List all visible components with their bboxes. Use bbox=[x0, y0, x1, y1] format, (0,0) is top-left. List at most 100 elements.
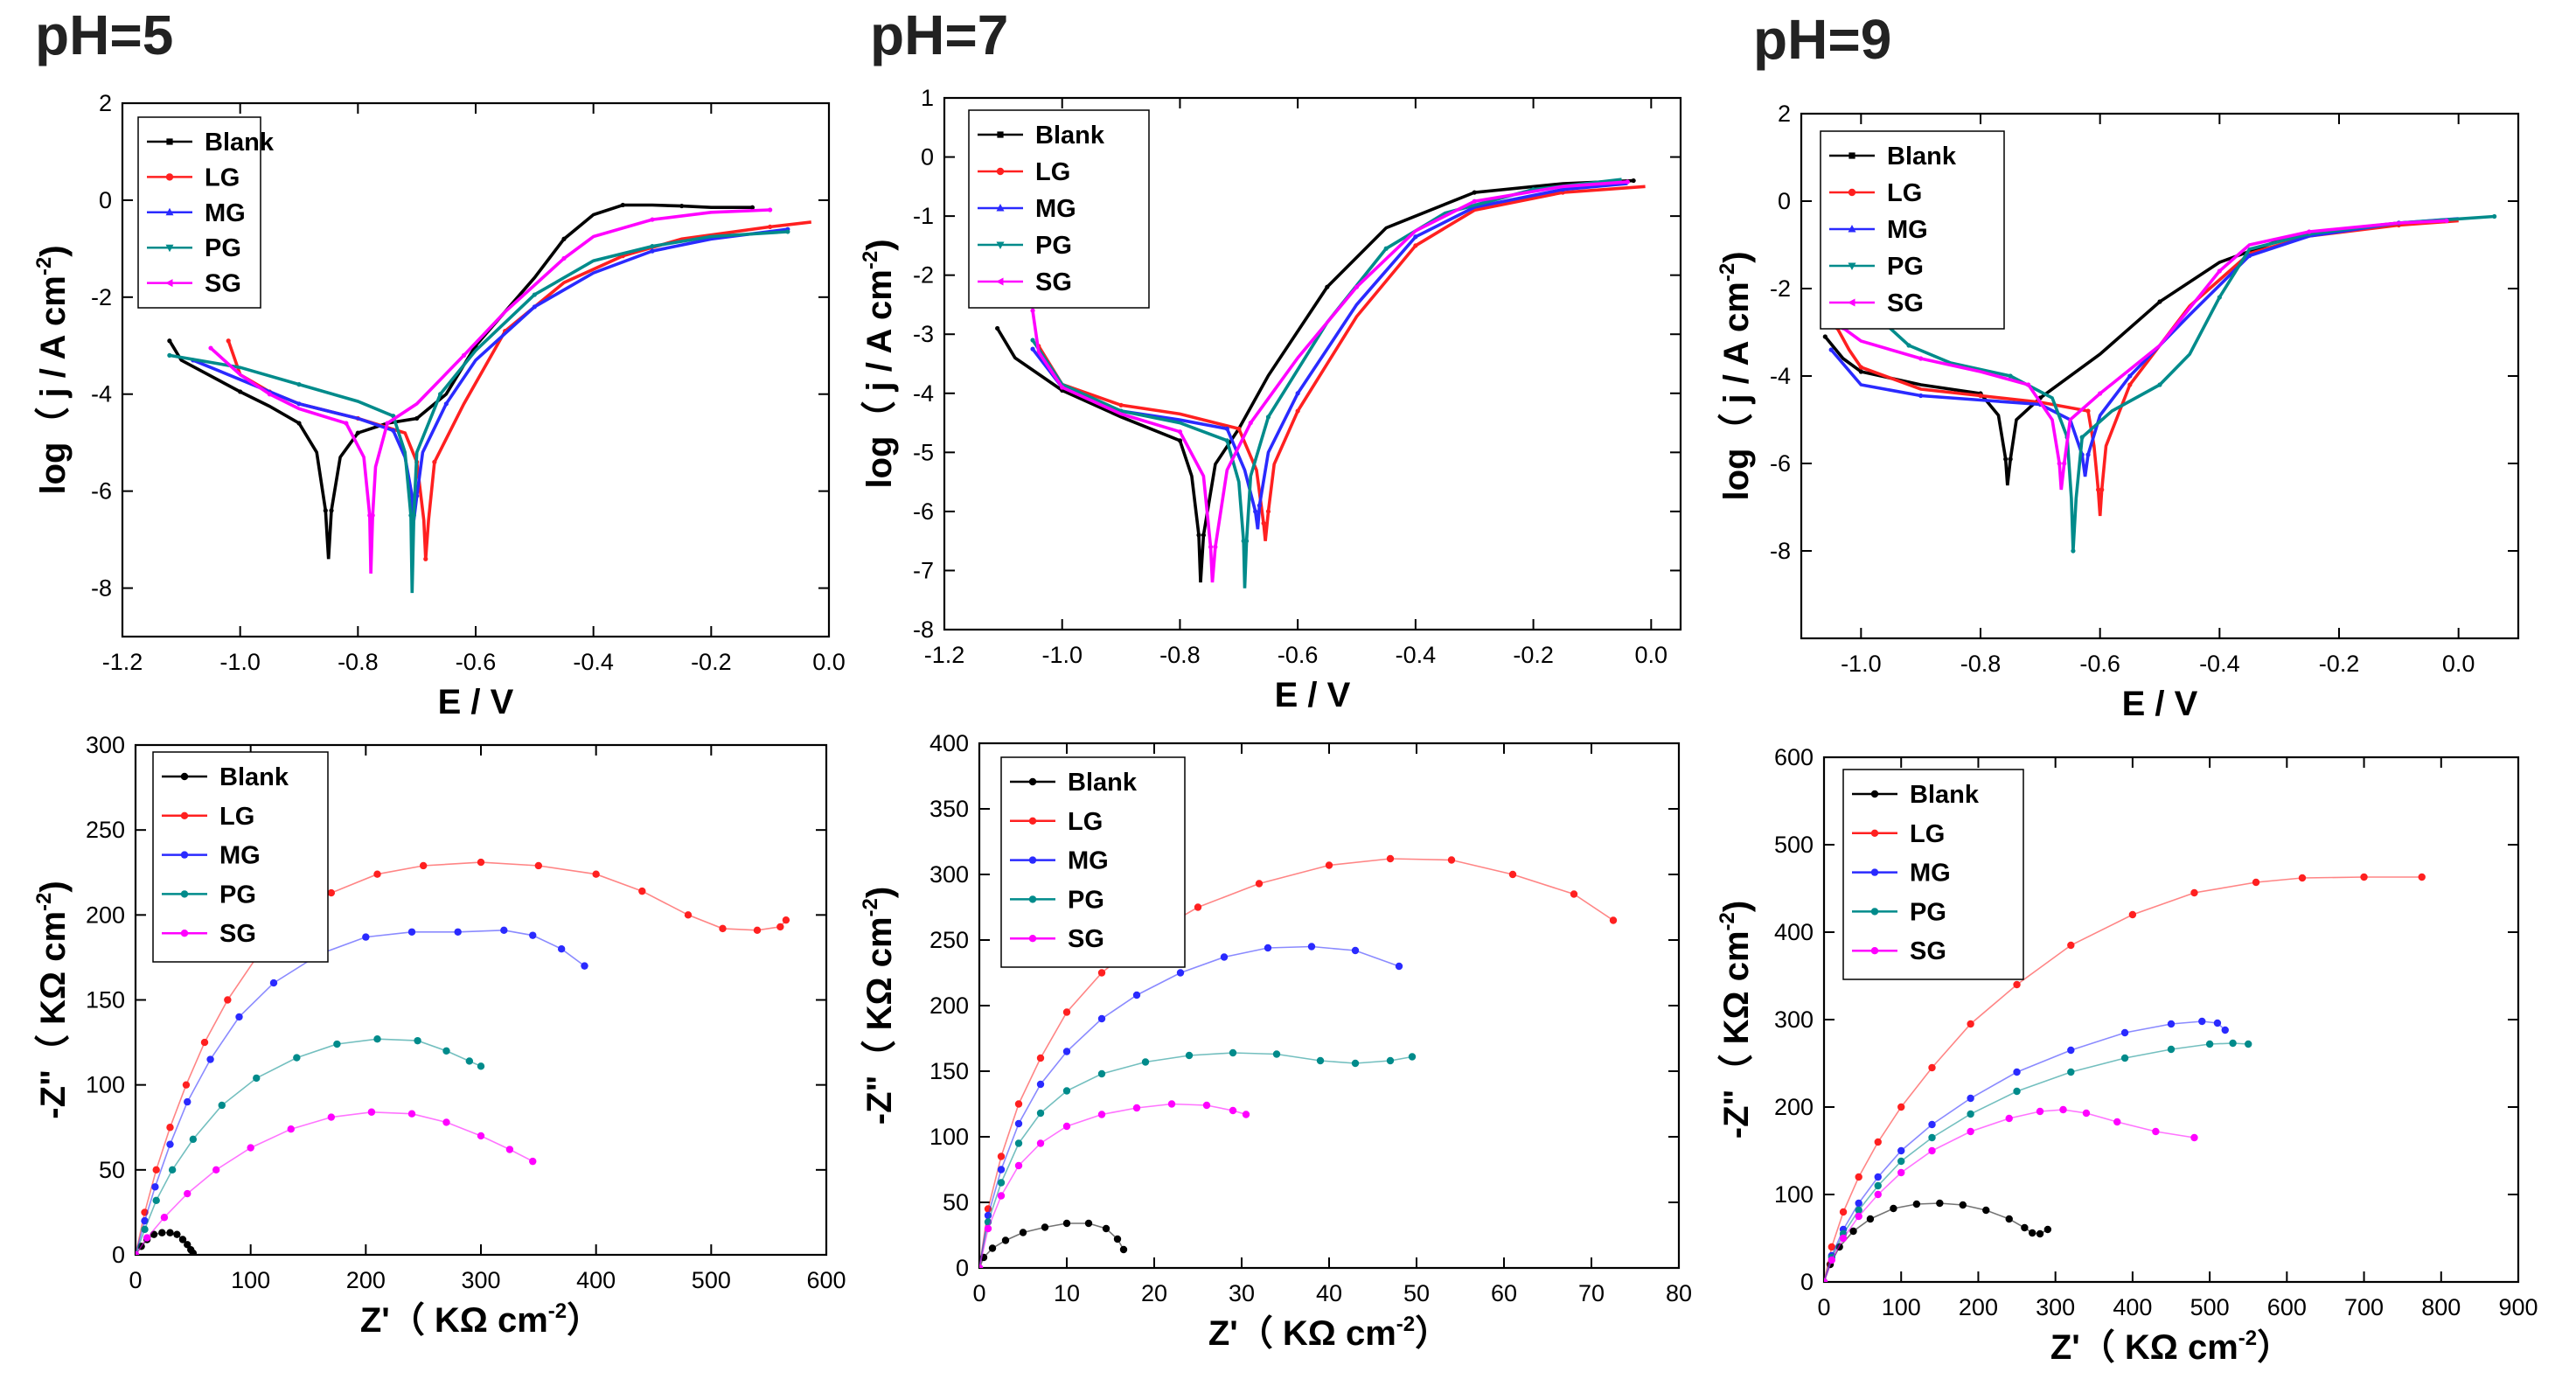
data-point-PG bbox=[1906, 343, 1911, 348]
data-point-SG bbox=[2026, 382, 2031, 387]
data-point-SG bbox=[1242, 1111, 1250, 1118]
data-point-LG bbox=[719, 924, 727, 933]
y-tick-label: -3 bbox=[913, 321, 934, 347]
data-point-SG bbox=[461, 352, 467, 358]
legend-marker-LG bbox=[165, 173, 174, 181]
data-point-PG bbox=[168, 1166, 177, 1174]
data-point-MG bbox=[2213, 1019, 2222, 1027]
legend-marker-LG bbox=[1848, 188, 1856, 197]
data-point-MG bbox=[166, 1140, 174, 1148]
legend-marker-PG bbox=[180, 890, 189, 898]
chart-tafel-ph7: -1.2 -1.0 -0.8 -0.6 -0.4 -0.2 0.0 -8 -7 -6 -5 -4 -3 -… bbox=[859, 85, 1682, 714]
y-axis-label: -Z"（ KΩ cm-2) bbox=[32, 881, 73, 1118]
data-point-Blank bbox=[1084, 1219, 1093, 1228]
x-tick-label: 30 bbox=[1229, 1280, 1255, 1306]
legend-label-SG: SG bbox=[1887, 289, 1924, 317]
x-tick-label: 600 bbox=[806, 1267, 846, 1293]
series-Blank bbox=[1824, 1199, 2052, 1282]
legend-label-Blank: Blank bbox=[219, 763, 289, 791]
data-point-LG bbox=[1062, 1008, 1071, 1016]
data-point-MG bbox=[1918, 393, 1924, 399]
data-point-PG bbox=[1272, 1050, 1281, 1058]
data-point-PG bbox=[1224, 438, 1229, 443]
data-point-MG bbox=[529, 931, 537, 939]
legend: Blank LG MG PG SG bbox=[152, 751, 329, 963]
x-tick-label: 0.0 bbox=[1635, 642, 1668, 668]
y-tick-label: -1 bbox=[913, 203, 934, 229]
data-point-Blank bbox=[2029, 1229, 2036, 1237]
series-SG bbox=[979, 1100, 1250, 1268]
plot-area bbox=[1824, 873, 2426, 1282]
legend-marker-Blank bbox=[1848, 152, 1855, 159]
data-point-SG bbox=[561, 255, 567, 261]
data-point-LG bbox=[684, 911, 693, 919]
data-point-LG bbox=[1036, 1054, 1045, 1062]
data-point-LG bbox=[1265, 509, 1271, 514]
data-point-LG bbox=[1828, 1243, 1836, 1251]
y-tick-label: -7 bbox=[913, 557, 934, 583]
y-tick-label: 0 bbox=[1778, 188, 1791, 214]
series-line-PG bbox=[1824, 1042, 2249, 1282]
data-point-Blank bbox=[1936, 1199, 1944, 1208]
data-point-SG bbox=[1132, 1104, 1141, 1112]
data-point-MG bbox=[184, 1097, 191, 1106]
data-point-MG bbox=[1307, 943, 1316, 951]
data-point-SG bbox=[1625, 179, 1630, 185]
legend-marker-LG bbox=[1870, 829, 1879, 837]
series-line-MG bbox=[979, 945, 1400, 1268]
series-PG bbox=[1824, 1039, 2252, 1282]
legend-marker-SG bbox=[165, 279, 173, 288]
legend-marker-MG bbox=[1848, 225, 1856, 233]
data-point-LG bbox=[1897, 1103, 1905, 1111]
data-point-SG bbox=[1897, 1168, 1905, 1177]
x-tick-label: 900 bbox=[2498, 1294, 2538, 1320]
data-point-MG bbox=[2167, 1020, 2176, 1028]
x-tick-label: 400 bbox=[2113, 1294, 2152, 1320]
data-point-PG bbox=[1351, 1059, 1360, 1068]
data-point-Blank bbox=[1325, 284, 1330, 289]
data-point-MG bbox=[1560, 187, 1565, 192]
y-tick-label: 50 bbox=[99, 1157, 125, 1183]
data-point-MG bbox=[1253, 509, 1258, 514]
y-tick-label: 250 bbox=[86, 817, 125, 843]
series-line-LG bbox=[1037, 185, 1646, 541]
data-point-Blank bbox=[1822, 334, 1828, 339]
chart-nyquist-ph9: 0 100 200 300 400 500 600 700 800 900 0 100 200 300 40… bbox=[1716, 744, 2538, 1367]
y-axis-label: log（ j / A cm-2) bbox=[1716, 251, 1756, 500]
ph-label-col1: pH=5 bbox=[35, 3, 173, 66]
data-point-PG bbox=[2120, 1054, 2129, 1062]
data-point-Blank bbox=[1119, 1245, 1128, 1254]
legend-marker-PG bbox=[1870, 908, 1879, 916]
data-point-LG bbox=[1255, 880, 1264, 888]
data-point-MG bbox=[407, 928, 416, 936]
series-line-MG bbox=[192, 227, 789, 521]
y-tick-label: 0 bbox=[1800, 1269, 1814, 1295]
data-point-LG bbox=[638, 887, 646, 895]
data-point-PG bbox=[293, 1054, 301, 1062]
data-point-SG bbox=[1036, 1139, 1045, 1147]
x-tick-label: -0.8 bbox=[1960, 651, 2002, 677]
legend-label-Blank: Blank bbox=[1035, 122, 1105, 150]
x-tick-label: -0.4 bbox=[2199, 651, 2240, 677]
data-point-LG bbox=[182, 1081, 191, 1089]
legend-label-Blank: Blank bbox=[205, 129, 275, 157]
data-point-PG bbox=[1897, 1157, 1905, 1166]
x-tick-label: 0 bbox=[972, 1280, 985, 1306]
x-tick-label: 40 bbox=[1316, 1280, 1342, 1306]
data-point-MG bbox=[1855, 1199, 1862, 1208]
data-point-PG bbox=[253, 1074, 261, 1083]
data-point-LG bbox=[753, 926, 762, 935]
data-point-Blank bbox=[1196, 533, 1201, 538]
data-point-Blank bbox=[1866, 1215, 1875, 1223]
legend-label-PG: PG bbox=[1910, 898, 1946, 926]
series-line-SG bbox=[979, 1103, 1247, 1268]
data-point-SG bbox=[160, 1214, 169, 1222]
data-point-MG bbox=[1967, 1094, 1974, 1103]
legend-marker-PG bbox=[1028, 895, 1037, 903]
x-tick-label: -0.4 bbox=[573, 649, 614, 675]
data-point-Blank bbox=[296, 421, 302, 426]
y-tick-label: 300 bbox=[1774, 1006, 1814, 1033]
data-point-MG bbox=[500, 926, 508, 935]
data-point-LG bbox=[1839, 1208, 1848, 1216]
chart-nyquist-ph7: 0 10 20 30 40 50 60 70 80 0 50 100 150 200 250 300 350 40… bbox=[859, 730, 1692, 1353]
